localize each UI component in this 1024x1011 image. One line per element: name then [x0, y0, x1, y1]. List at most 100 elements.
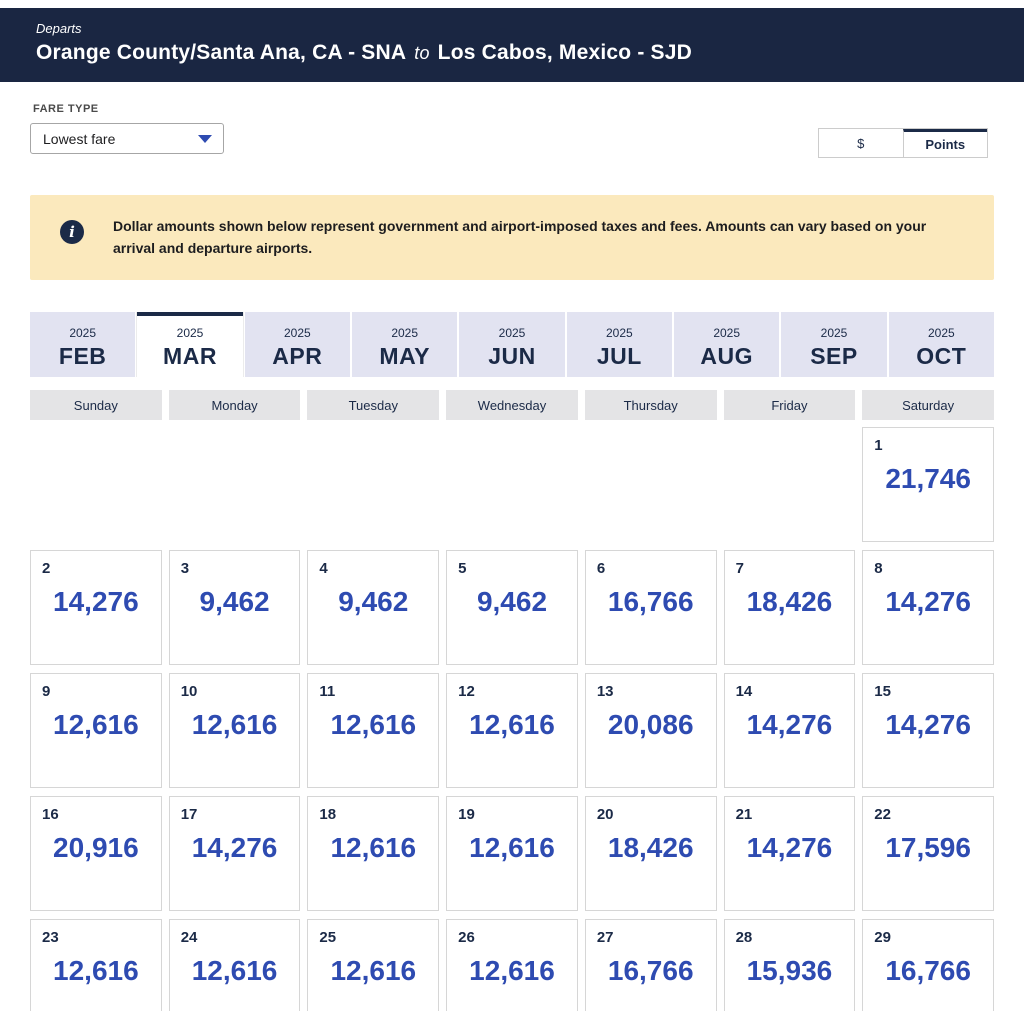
fare-points-value[interactable]: 14,276 [746, 709, 833, 741]
fare-points-value[interactable]: 12,616 [469, 709, 555, 741]
calendar-day-19[interactable]: 19 12,616 [446, 796, 578, 912]
calendar-day-24[interactable]: 24 12,616 [168, 919, 301, 1011]
month-tab-feb[interactable]: 2025 FEB [30, 312, 136, 378]
fare-points-value[interactable]: 12,616 [191, 709, 278, 741]
calendar-day-9[interactable]: 9 12,616 [30, 673, 162, 789]
calendar-day-21[interactable]: 21 14,276 [723, 796, 856, 912]
day-number: 28 [735, 929, 753, 947]
calendar-day-12[interactable]: 12 12,616 [446, 673, 578, 789]
fare-points-value[interactable]: 16,766 [607, 586, 694, 618]
calendar-day-29[interactable]: 29 16,766 [862, 919, 994, 1011]
fare-points-value[interactable]: 14,276 [53, 586, 139, 618]
month-tab-label: APR [272, 343, 323, 370]
fare-points-value[interactable]: 17,596 [885, 832, 971, 864]
points-toggle-button[interactable]: Points [902, 129, 987, 157]
fare-type-select[interactable]: Lowest fare [30, 123, 224, 154]
calendar-day-1[interactable]: 1 21,746 [862, 427, 994, 543]
calendar-day-11[interactable]: 11 12,616 [307, 673, 440, 789]
fare-points-value[interactable]: 12,616 [469, 955, 555, 987]
calendar-day-18[interactable]: 18 12,616 [307, 796, 440, 912]
weekday-friday: Friday [723, 390, 856, 421]
route-destination: Los Cabos, Mexico - SJD [437, 41, 692, 64]
calendar-day-5[interactable]: 5 9,462 [446, 550, 578, 666]
fare-points-value[interactable]: 12,616 [53, 709, 139, 741]
calendar-day-8[interactable]: 8 14,276 [862, 550, 994, 666]
month-tab-aug[interactable]: 2025 AUG [674, 312, 780, 378]
calendar-day-15[interactable]: 15 14,276 [862, 673, 994, 789]
month-tab-mar[interactable]: 2025 MAR [137, 312, 243, 378]
fare-points-value[interactable]: 14,276 [885, 709, 971, 741]
fare-points-value[interactable]: 20,916 [53, 832, 139, 864]
calendar-day-3[interactable]: 3 9,462 [168, 550, 301, 666]
currency-toggle: $ Points [818, 128, 988, 158]
fare-points-value[interactable]: 14,276 [885, 586, 971, 618]
calendar-day-10[interactable]: 10 12,616 [168, 673, 301, 789]
calendar-day-16[interactable]: 16 20,916 [30, 796, 162, 912]
info-banner-text: Dollar amounts shown below represent gov… [113, 218, 927, 256]
calendar-day-7[interactable]: 7 18,426 [723, 550, 856, 666]
fare-points-value[interactable]: 9,462 [338, 586, 409, 618]
month-tab-apr[interactable]: 2025 APR [244, 312, 350, 378]
calendar-day-17[interactable]: 17 14,276 [168, 796, 301, 912]
calendar-day-23[interactable]: 23 12,616 [30, 919, 162, 1011]
calendar-day-25[interactable]: 25 12,616 [307, 919, 440, 1011]
route-title: Orange County/Santa Ana, CA - SNA to Los C… [36, 41, 988, 65]
calendar-day-2[interactable]: 2 14,276 [30, 550, 162, 666]
dollar-toggle-button[interactable]: $ [819, 129, 903, 157]
weekday-thursday: Thursday [584, 390, 717, 421]
fare-points-value[interactable]: 12,616 [330, 955, 417, 987]
calendar-empty-cell [30, 427, 162, 543]
day-number: 20 [596, 806, 614, 824]
fare-points-value[interactable]: 12,616 [53, 955, 139, 987]
fare-points-value[interactable]: 12,616 [191, 955, 278, 987]
month-tab-label: JUL [596, 343, 642, 370]
weekday-sunday: Sunday [30, 390, 162, 421]
fare-points-value[interactable]: 12,616 [469, 832, 555, 864]
weekday-header: Sunday Monday Tuesday Wednesday Thursday Frid… [30, 390, 994, 421]
month-tab-year: 2025 [176, 326, 204, 341]
calendar-day-28[interactable]: 28 15,936 [723, 919, 856, 1011]
fare-points-value[interactable]: 12,616 [330, 709, 417, 741]
month-tab-may[interactable]: 2025 MAY [352, 312, 458, 378]
day-number: 11 [319, 683, 336, 701]
fare-points-value[interactable]: 21,746 [885, 463, 971, 495]
month-tab-oct[interactable]: 2025 OCT [888, 312, 994, 378]
month-tab-year: 2025 [498, 326, 526, 341]
month-tab-year: 2025 [69, 326, 97, 341]
day-number: 17 [180, 806, 198, 824]
calendar-day-27[interactable]: 27 16,766 [584, 919, 717, 1011]
day-number: 18 [319, 806, 337, 824]
day-number: 15 [874, 683, 891, 701]
day-number: 29 [874, 929, 891, 947]
fare-points-value[interactable]: 14,276 [746, 832, 833, 864]
calendar-day-14[interactable]: 14 14,276 [723, 673, 856, 789]
fare-points-value[interactable]: 14,276 [191, 832, 278, 864]
fare-points-value[interactable]: 20,086 [607, 709, 694, 741]
day-number: 22 [874, 806, 891, 824]
fare-type-label: FARE TYPE [33, 103, 99, 115]
month-tab-jul[interactable]: 2025 JUL [566, 312, 672, 378]
fare-points-value[interactable]: 9,462 [199, 586, 270, 618]
day-number: 9 [42, 683, 51, 701]
fare-points-value[interactable]: 16,766 [607, 955, 694, 987]
calendar-day-20[interactable]: 20 18,426 [584, 796, 717, 912]
fare-points-value[interactable]: 18,426 [607, 832, 694, 864]
month-tab-year: 2025 [391, 326, 419, 341]
day-number: 1 [874, 437, 883, 455]
month-tab-jun[interactable]: 2025 JUN [459, 312, 565, 378]
day-number: 5 [458, 560, 467, 578]
day-number: 8 [874, 560, 883, 578]
calendar-day-22[interactable]: 22 17,596 [862, 796, 994, 912]
calendar-day-13[interactable]: 13 20,086 [584, 673, 717, 789]
month-tab-sep[interactable]: 2025 SEP [781, 312, 887, 378]
fare-points-value[interactable]: 9,462 [476, 586, 548, 618]
fare-points-value[interactable]: 15,936 [746, 955, 833, 987]
calendar-day-6[interactable]: 6 16,766 [584, 550, 717, 666]
day-number: 12 [458, 683, 475, 701]
fare-points-value[interactable]: 16,766 [885, 955, 971, 987]
calendar-day-26[interactable]: 26 12,616 [446, 919, 578, 1011]
fare-controls: FARE TYPE Lowest fare $ Points [30, 103, 994, 168]
calendar-day-4[interactable]: 4 9,462 [307, 550, 440, 666]
fare-points-value[interactable]: 12,616 [330, 832, 417, 864]
fare-points-value[interactable]: 18,426 [746, 586, 833, 618]
